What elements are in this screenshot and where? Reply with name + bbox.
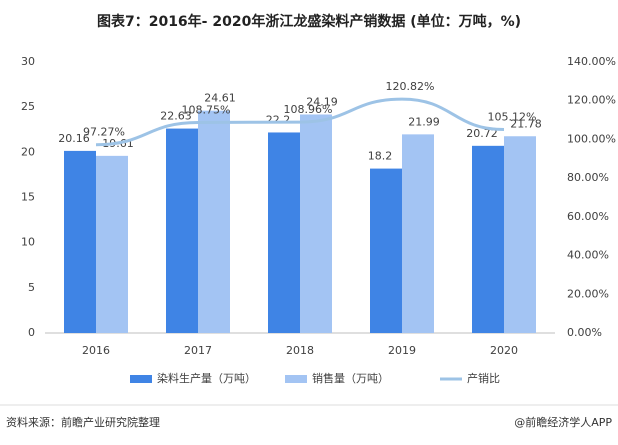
bar	[268, 132, 300, 333]
y2-tick-label: 20.00%	[567, 287, 609, 300]
y2-tick-label: 40.00%	[567, 249, 609, 262]
bar	[64, 150, 96, 333]
y2-tick-label: 100.00%	[567, 132, 616, 145]
credit: @前瞻经济学人APP	[514, 415, 612, 429]
y2-tick-label: 80.00%	[567, 171, 609, 184]
x-tick-label: 2017	[184, 344, 212, 357]
y-tick-label: 20	[21, 145, 35, 158]
x-tick-label: 2020	[490, 344, 518, 357]
y-tick-label: 10	[21, 236, 35, 249]
x-tick-label: 2019	[388, 344, 416, 357]
bar-value-label: 21.99	[408, 115, 440, 128]
bar	[504, 136, 536, 333]
bar	[198, 110, 230, 333]
x-tick-label: 2018	[286, 344, 314, 357]
bar	[370, 168, 402, 333]
line-value-label: 97.27%	[83, 126, 125, 139]
bar-value-label: 22.63	[160, 110, 192, 123]
bar-value-label: 24.19	[306, 95, 338, 108]
y-tick-label: 0	[28, 326, 35, 339]
bar	[96, 155, 128, 333]
line-value-label: 105.12%	[488, 111, 537, 124]
line-value-label: 108.75%	[182, 103, 231, 116]
line	[95, 97, 505, 147]
legend-label: 产销比	[467, 371, 500, 385]
y-tick-label: 25	[21, 100, 35, 113]
x-tick-label: 2016	[82, 344, 110, 357]
legend-swatch	[130, 375, 152, 383]
bar-value-label: 21.78	[510, 117, 542, 130]
bar-value-label: 24.61	[204, 92, 236, 105]
line-value-label: 120.82%	[386, 80, 435, 93]
chart-title: 图表7：2016年- 2020年浙江龙盛染料产销数据 (单位：万吨，%)	[97, 13, 521, 30]
bar	[472, 145, 504, 333]
legend-label: 销售量（万吨）	[312, 371, 389, 385]
legend-label: 染料生产量（万吨）	[157, 371, 256, 385]
bar	[166, 128, 198, 333]
y2-tick-label: 0.00%	[567, 326, 602, 339]
y2-tick-label: 140.00%	[567, 55, 616, 68]
y-tick-label: 15	[21, 191, 35, 204]
y-tick-label: 30	[21, 55, 35, 68]
line-value-label: 108.96%	[284, 103, 333, 116]
bar	[402, 134, 434, 333]
legend-swatch	[285, 375, 307, 383]
y-tick-label: 5	[28, 281, 35, 294]
bar	[300, 114, 332, 333]
bar-value-label: 18.2	[368, 150, 393, 163]
y2-tick-label: 120.00%	[567, 94, 616, 107]
y2-tick-label: 60.00%	[567, 210, 609, 223]
bar-value-label: 20.16	[58, 132, 90, 145]
source: 资料来源：前瞻产业研究院整理	[6, 415, 160, 429]
